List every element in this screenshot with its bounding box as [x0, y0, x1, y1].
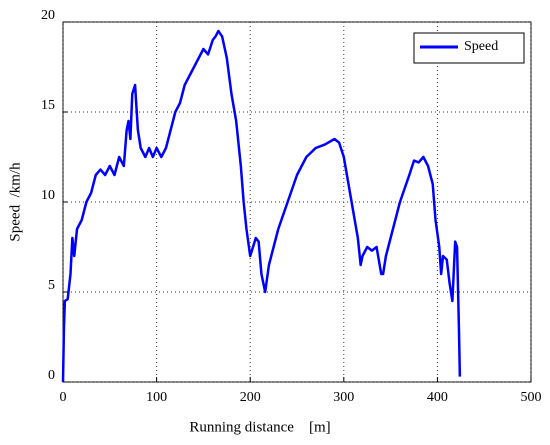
y-tick-label: 10 [41, 188, 55, 203]
y-tick-label: 5 [48, 278, 55, 293]
x-tick-label: 300 [333, 390, 354, 405]
x-tick-label: 0 [60, 390, 67, 405]
y-tick-label: 0 [48, 368, 55, 383]
x-tick-label: 100 [146, 390, 167, 405]
x-tick-label: 400 [427, 390, 448, 405]
y-tick-label: 15 [41, 98, 55, 113]
legend-label: Speed [464, 39, 498, 54]
legend-box [413, 32, 525, 64]
y-tick-label: 20 [41, 8, 55, 23]
x-tick-label: 200 [240, 390, 261, 405]
y-axis-label: Speed /km/h [7, 162, 23, 242]
x-axis-label: Running distance [m] [189, 419, 330, 435]
speed-line [61, 29, 462, 383]
x-tick-label: 500 [521, 390, 542, 405]
plot-frame [62, 21, 532, 383]
